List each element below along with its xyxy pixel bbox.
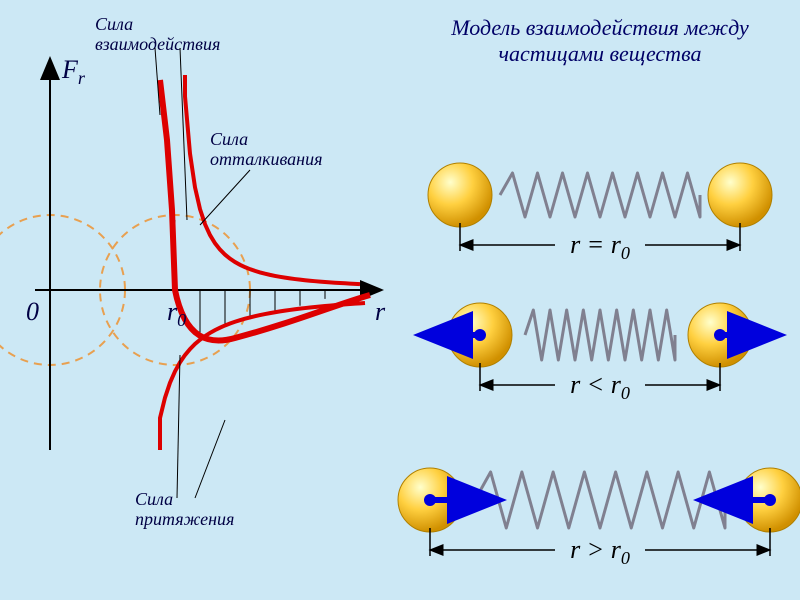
annotation: Силапритяжения xyxy=(135,489,234,529)
axis-label: 0 xyxy=(26,297,39,326)
leader-line xyxy=(195,420,225,498)
spring xyxy=(500,173,700,217)
axis-label: Fr xyxy=(61,55,86,88)
leader-line xyxy=(180,48,187,220)
diagram-title: Модель взаимодействия междучастицами вещ… xyxy=(450,15,749,66)
diagram-svg: Модель взаимодействия междучастицами вещ… xyxy=(0,0,800,600)
spring xyxy=(525,310,675,360)
annotation: Силавзаимодействия xyxy=(95,14,220,54)
leader-line xyxy=(200,170,250,225)
particle-ball xyxy=(428,163,492,227)
net-force-curve xyxy=(160,80,370,341)
spring xyxy=(475,472,725,528)
axis-label: r xyxy=(375,297,386,326)
leader-line xyxy=(177,355,180,498)
annotation: Силаотталкивания xyxy=(210,129,322,169)
repulsion-curve xyxy=(185,75,360,284)
axis-label: r0 xyxy=(167,297,186,330)
particle-ball xyxy=(708,163,772,227)
